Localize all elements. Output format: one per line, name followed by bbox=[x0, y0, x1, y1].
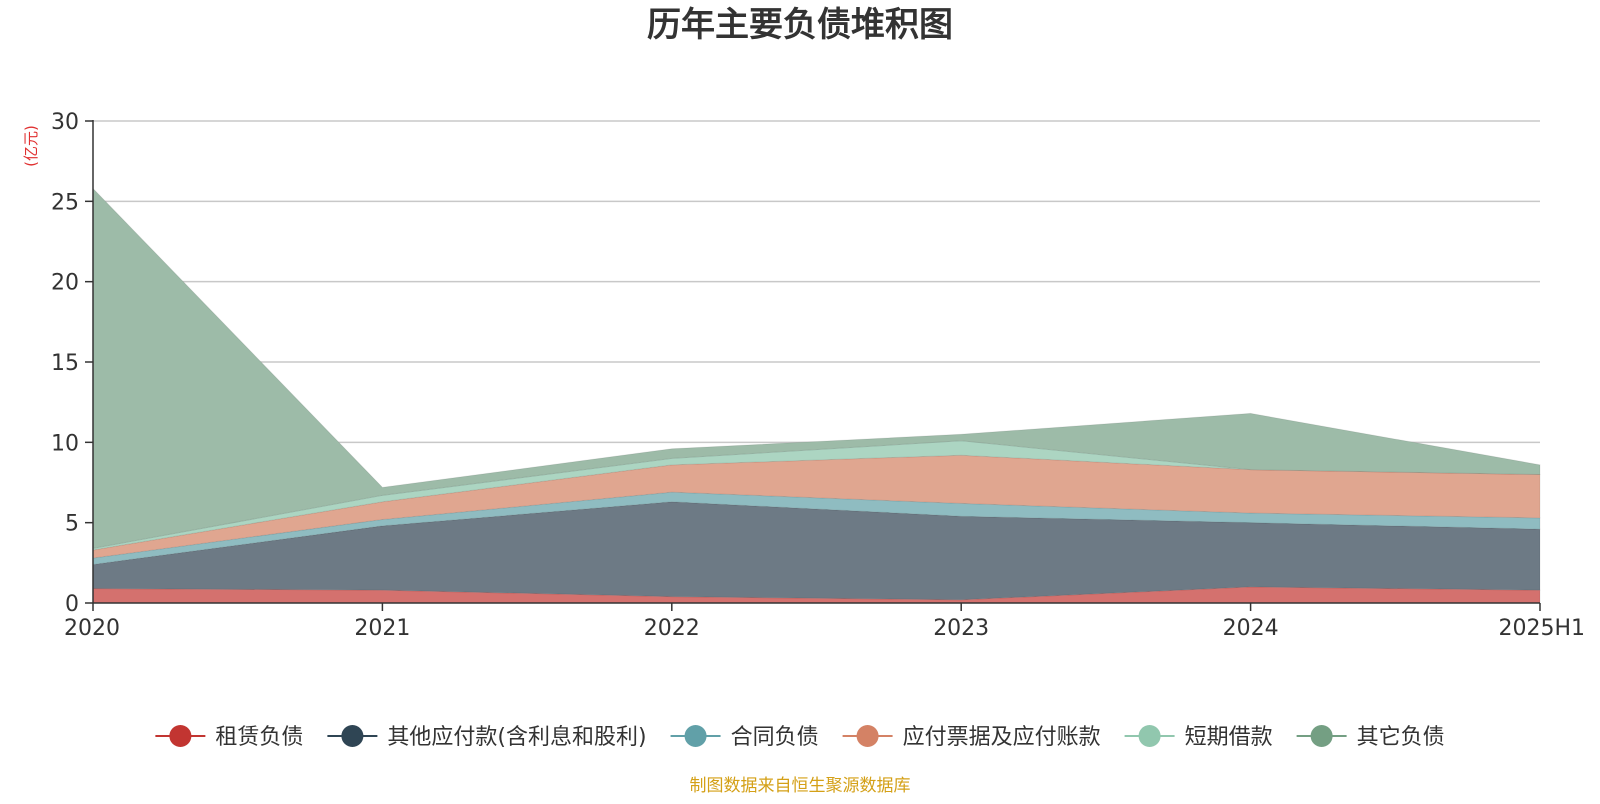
x-tick-label: 2020 bbox=[64, 616, 120, 641]
y-tick-label: 25 bbox=[51, 190, 79, 215]
legend-marker bbox=[856, 725, 879, 747]
legend-label: 合同负债 bbox=[731, 725, 819, 750]
chart-title: 历年主要负债堆积图 bbox=[647, 5, 953, 45]
y-axis-unit-label: (亿元) bbox=[22, 125, 40, 167]
legend-item[interactable]: 应付票据及应付账款 bbox=[842, 725, 1101, 750]
legend-item[interactable]: 租赁负债 bbox=[155, 725, 303, 750]
x-tick-label: 2021 bbox=[354, 616, 410, 641]
area-5 bbox=[92, 187, 1541, 549]
legend: 租赁负债 其他应付款(含利息和股利) 合同负债 应付票据及应付账款 短期借款 其它负债 bbox=[155, 725, 1445, 750]
y-tick-label: 5 bbox=[65, 512, 79, 537]
legend-marker bbox=[169, 725, 192, 747]
legend-label: 租赁负债 bbox=[215, 725, 303, 750]
legend-label: 应付票据及应付账款 bbox=[903, 725, 1101, 750]
y-tick-label: 0 bbox=[65, 592, 79, 617]
legend-label: 其他应付款(含利息和股利) bbox=[387, 725, 646, 750]
y-tick-label: 15 bbox=[51, 351, 79, 376]
legend-item[interactable]: 其它负债 bbox=[1296, 725, 1445, 750]
legend-marker bbox=[1138, 725, 1161, 747]
y-tick-label: 10 bbox=[51, 431, 79, 456]
legend-item[interactable]: 其他应付款(含利息和股利) bbox=[327, 725, 647, 750]
area-series bbox=[92, 187, 1541, 604]
legend-marker bbox=[341, 725, 364, 747]
x-tick-label: 2025H1 bbox=[1498, 616, 1585, 641]
legend-label: 其它负债 bbox=[1357, 725, 1445, 750]
legend-marker bbox=[1310, 725, 1333, 747]
y-tick-label: 30 bbox=[51, 110, 79, 135]
legend-marker bbox=[684, 725, 707, 747]
axes: 0 5 10 15 20 25 30 2020 2021 2022 2023 2024 2025H1 bbox=[51, 110, 1585, 641]
legend-label: 短期借款 bbox=[1185, 725, 1273, 750]
legend-item[interactable]: 短期借款 bbox=[1124, 725, 1273, 750]
y-tick-label: 20 bbox=[51, 271, 79, 296]
x-tick-label: 2024 bbox=[1223, 616, 1279, 641]
x-tick-label: 2023 bbox=[933, 616, 989, 641]
source-footnote: 制图数据来自恒生聚源数据库 bbox=[690, 776, 911, 796]
legend-item[interactable]: 合同负债 bbox=[670, 725, 819, 750]
x-tick-label: 2022 bbox=[644, 616, 700, 641]
